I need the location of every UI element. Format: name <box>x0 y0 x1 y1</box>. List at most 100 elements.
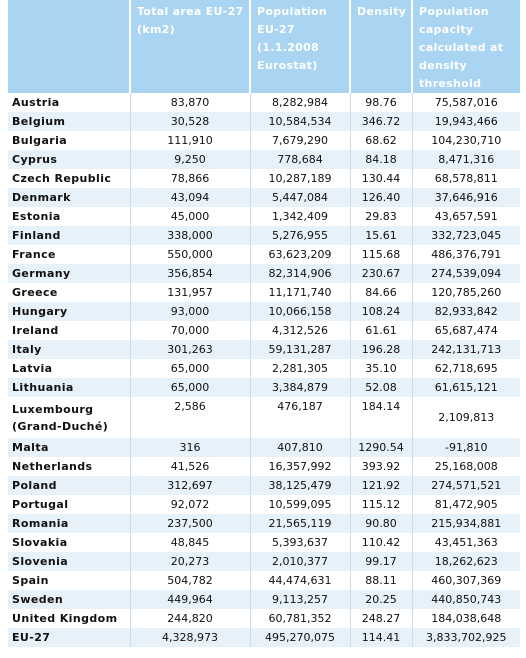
value-cell: 88.11 <box>350 571 413 590</box>
value-cell: 121.92 <box>350 476 413 495</box>
value-cell: 5,276,955 <box>250 226 351 245</box>
table-wrapper: Total area EU-27 (km2) Population EU-27 (… <box>8 0 520 647</box>
table-row: Netherlands 41,526 16,357,992 393.92 25,168,… <box>8 457 520 476</box>
table-row: Cyprus 9,250 778,684 84.18 8,471,316 <box>8 150 520 169</box>
country-cell: Austria <box>8 93 131 112</box>
table-row: Slovenia 20,273 2,010,377 99.17 18,262,623 <box>8 552 520 571</box>
country-cell: Portugal <box>8 495 131 514</box>
value-cell: 244,820 <box>130 609 251 628</box>
value-cell: 30,528 <box>130 112 251 131</box>
table-head: Total area EU-27 (km2) Population EU-27 (… <box>8 0 520 93</box>
value-cell: 65,000 <box>130 359 251 378</box>
value-cell: 9,250 <box>130 150 251 169</box>
value-cell: 108.24 <box>350 302 413 321</box>
country-cell: Malta <box>8 438 131 457</box>
value-cell: 18,262,623 <box>412 552 520 571</box>
value-cell: 248.27 <box>350 609 413 628</box>
value-cell: 78,866 <box>130 169 251 188</box>
value-cell: 82,933,842 <box>412 302 520 321</box>
header-cell: Population capacity calculated at densit… <box>412 0 520 93</box>
value-cell: 7,679,290 <box>250 131 351 150</box>
value-cell: 356,854 <box>130 264 251 283</box>
header-cell: Population EU-27 (1.1.2008 Eurostat) <box>250 0 351 93</box>
value-cell: 196.28 <box>350 340 413 359</box>
value-cell: 5,393,637 <box>250 533 351 552</box>
value-cell: 120,785,260 <box>431 285 502 299</box>
value-cell: 63,623,209 <box>250 245 351 264</box>
value-cell: 52.08 <box>350 378 413 397</box>
value-cell: 3,833,702,925 <box>412 628 520 647</box>
value-cell: 242,131,713 <box>412 340 520 359</box>
value-cell: 43,094 <box>130 188 251 207</box>
country-cell: Sweden <box>8 590 131 609</box>
country-cell: Luxembourg (Grand-Duché) <box>8 397 131 438</box>
value-cell: 2,281,305 <box>250 359 351 378</box>
table-row: Denmark 43,094 5,447,084 126.40 37,646,916 <box>8 188 520 207</box>
table-row: Bulgaria 111,910 7,679,290 68.62 104,230,710 <box>8 131 520 150</box>
value-cell: 82,314,906 <box>250 264 351 283</box>
country-cell: Romania <box>8 514 131 533</box>
value-cell: 230.67 <box>350 264 413 283</box>
value-cell: 312,697 <box>130 476 251 495</box>
value-cell: 346.72 <box>350 112 413 131</box>
population-table: Total area EU-27 (km2) Population EU-27 (… <box>8 0 520 647</box>
value-cell: 11,171,740 <box>250 283 351 302</box>
value-cell: 60,781,352 <box>250 609 351 628</box>
value-cell: 90.80 <box>350 514 413 533</box>
country-cell: Germany <box>8 264 131 283</box>
value-cell: 16,357,992 <box>250 457 351 476</box>
country-cell: EU-27 <box>8 628 131 647</box>
value-cell: 21,565,119 <box>250 514 351 533</box>
country-cell: Hungary <box>8 302 131 321</box>
value-cell: 504,782 <box>130 571 251 590</box>
value-cell: 115.12 <box>350 495 413 514</box>
value-cell: 10,584,534 <box>250 112 351 131</box>
value-cell: 45,000 <box>130 207 251 226</box>
value-cell: 68,578,811 <box>434 171 498 185</box>
country-cell: Bulgaria <box>8 131 131 150</box>
country-cell: United Kingdom <box>8 609 131 628</box>
table-row: Ireland 70,000 4,312,526 61.61 65,687,474 <box>8 321 520 340</box>
table-body: Austria 83,870 8,282,984 98.76 75,587,016 Bel… <box>8 93 520 647</box>
value-cell: 460,307,369 <box>431 573 502 587</box>
country-cell: Lithuania <box>8 378 131 397</box>
value-cell: 44,474,631 <box>250 571 351 590</box>
value-cell: 43,451,363 <box>434 535 498 549</box>
table-row: Belgium 30,528 10,584,534 346.72 19,943,466 <box>8 112 520 131</box>
country-cell: Poland <box>8 476 131 495</box>
value-cell: 486,376,791 <box>431 247 502 261</box>
value-cell: 99.17 <box>350 552 413 571</box>
value-cell: 440,850,743 <box>412 590 520 609</box>
table-row: Germany 356,854 82,314,906 230.67 274,539,09… <box>8 264 520 283</box>
table-row: Luxembourg (Grand-Duché) 2,586 476,187 184.… <box>8 397 520 438</box>
country-cell: Slovenia <box>8 552 131 571</box>
value-cell: 98.76 <box>350 93 413 112</box>
value-cell: 84.18 <box>350 150 413 169</box>
country-cell: Czech Republic <box>8 169 131 188</box>
country-cell: Latvia <box>8 359 131 378</box>
value-cell: 9,113,257 <box>250 590 351 609</box>
value-cell: 104,230,710 <box>431 133 502 147</box>
value-cell: 29.83 <box>350 207 413 226</box>
value-cell: 84.66 <box>350 283 413 302</box>
value-cell: 114.41 <box>350 628 413 647</box>
value-cell: 8,282,984 <box>250 93 351 112</box>
value-cell: 2,010,377 <box>250 552 351 571</box>
table-row: Estonia 45,000 1,342,409 29.83 43,657,591 <box>8 207 520 226</box>
value-cell: 449,964 <box>130 590 251 609</box>
value-cell: 274,571,521 <box>412 476 520 495</box>
value-cell: 68.62 <box>350 131 413 150</box>
country-cell: Finland <box>8 226 131 245</box>
value-cell: 81,472,905 <box>434 497 498 511</box>
value-cell: 495,270,075 <box>250 628 351 647</box>
table-row: Romania 237,500 21,565,119 90.80 215,934,881 <box>8 514 520 533</box>
value-cell: 2,586 <box>130 397 251 438</box>
table-row: Hungary 93,000 10,066,158 108.24 82,933,842 <box>8 302 520 321</box>
table-row: Sweden 449,964 9,113,257 20.25 440,850,743 <box>8 590 520 609</box>
country-cell: Denmark <box>8 188 131 207</box>
value-cell: 37,646,916 <box>412 188 520 207</box>
table-row: Spain 504,782 44,474,631 88.11 460,307,369 <box>8 571 520 590</box>
table-row: Czech Republic 78,866 10,287,189 130.44 68,5… <box>8 169 520 188</box>
country-cell: Ireland <box>8 321 131 340</box>
value-cell: 38,125,479 <box>250 476 351 495</box>
